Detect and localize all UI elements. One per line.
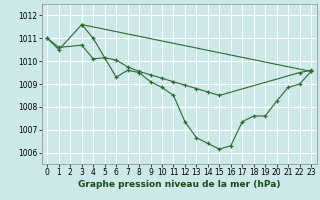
X-axis label: Graphe pression niveau de la mer (hPa): Graphe pression niveau de la mer (hPa): [78, 180, 280, 189]
